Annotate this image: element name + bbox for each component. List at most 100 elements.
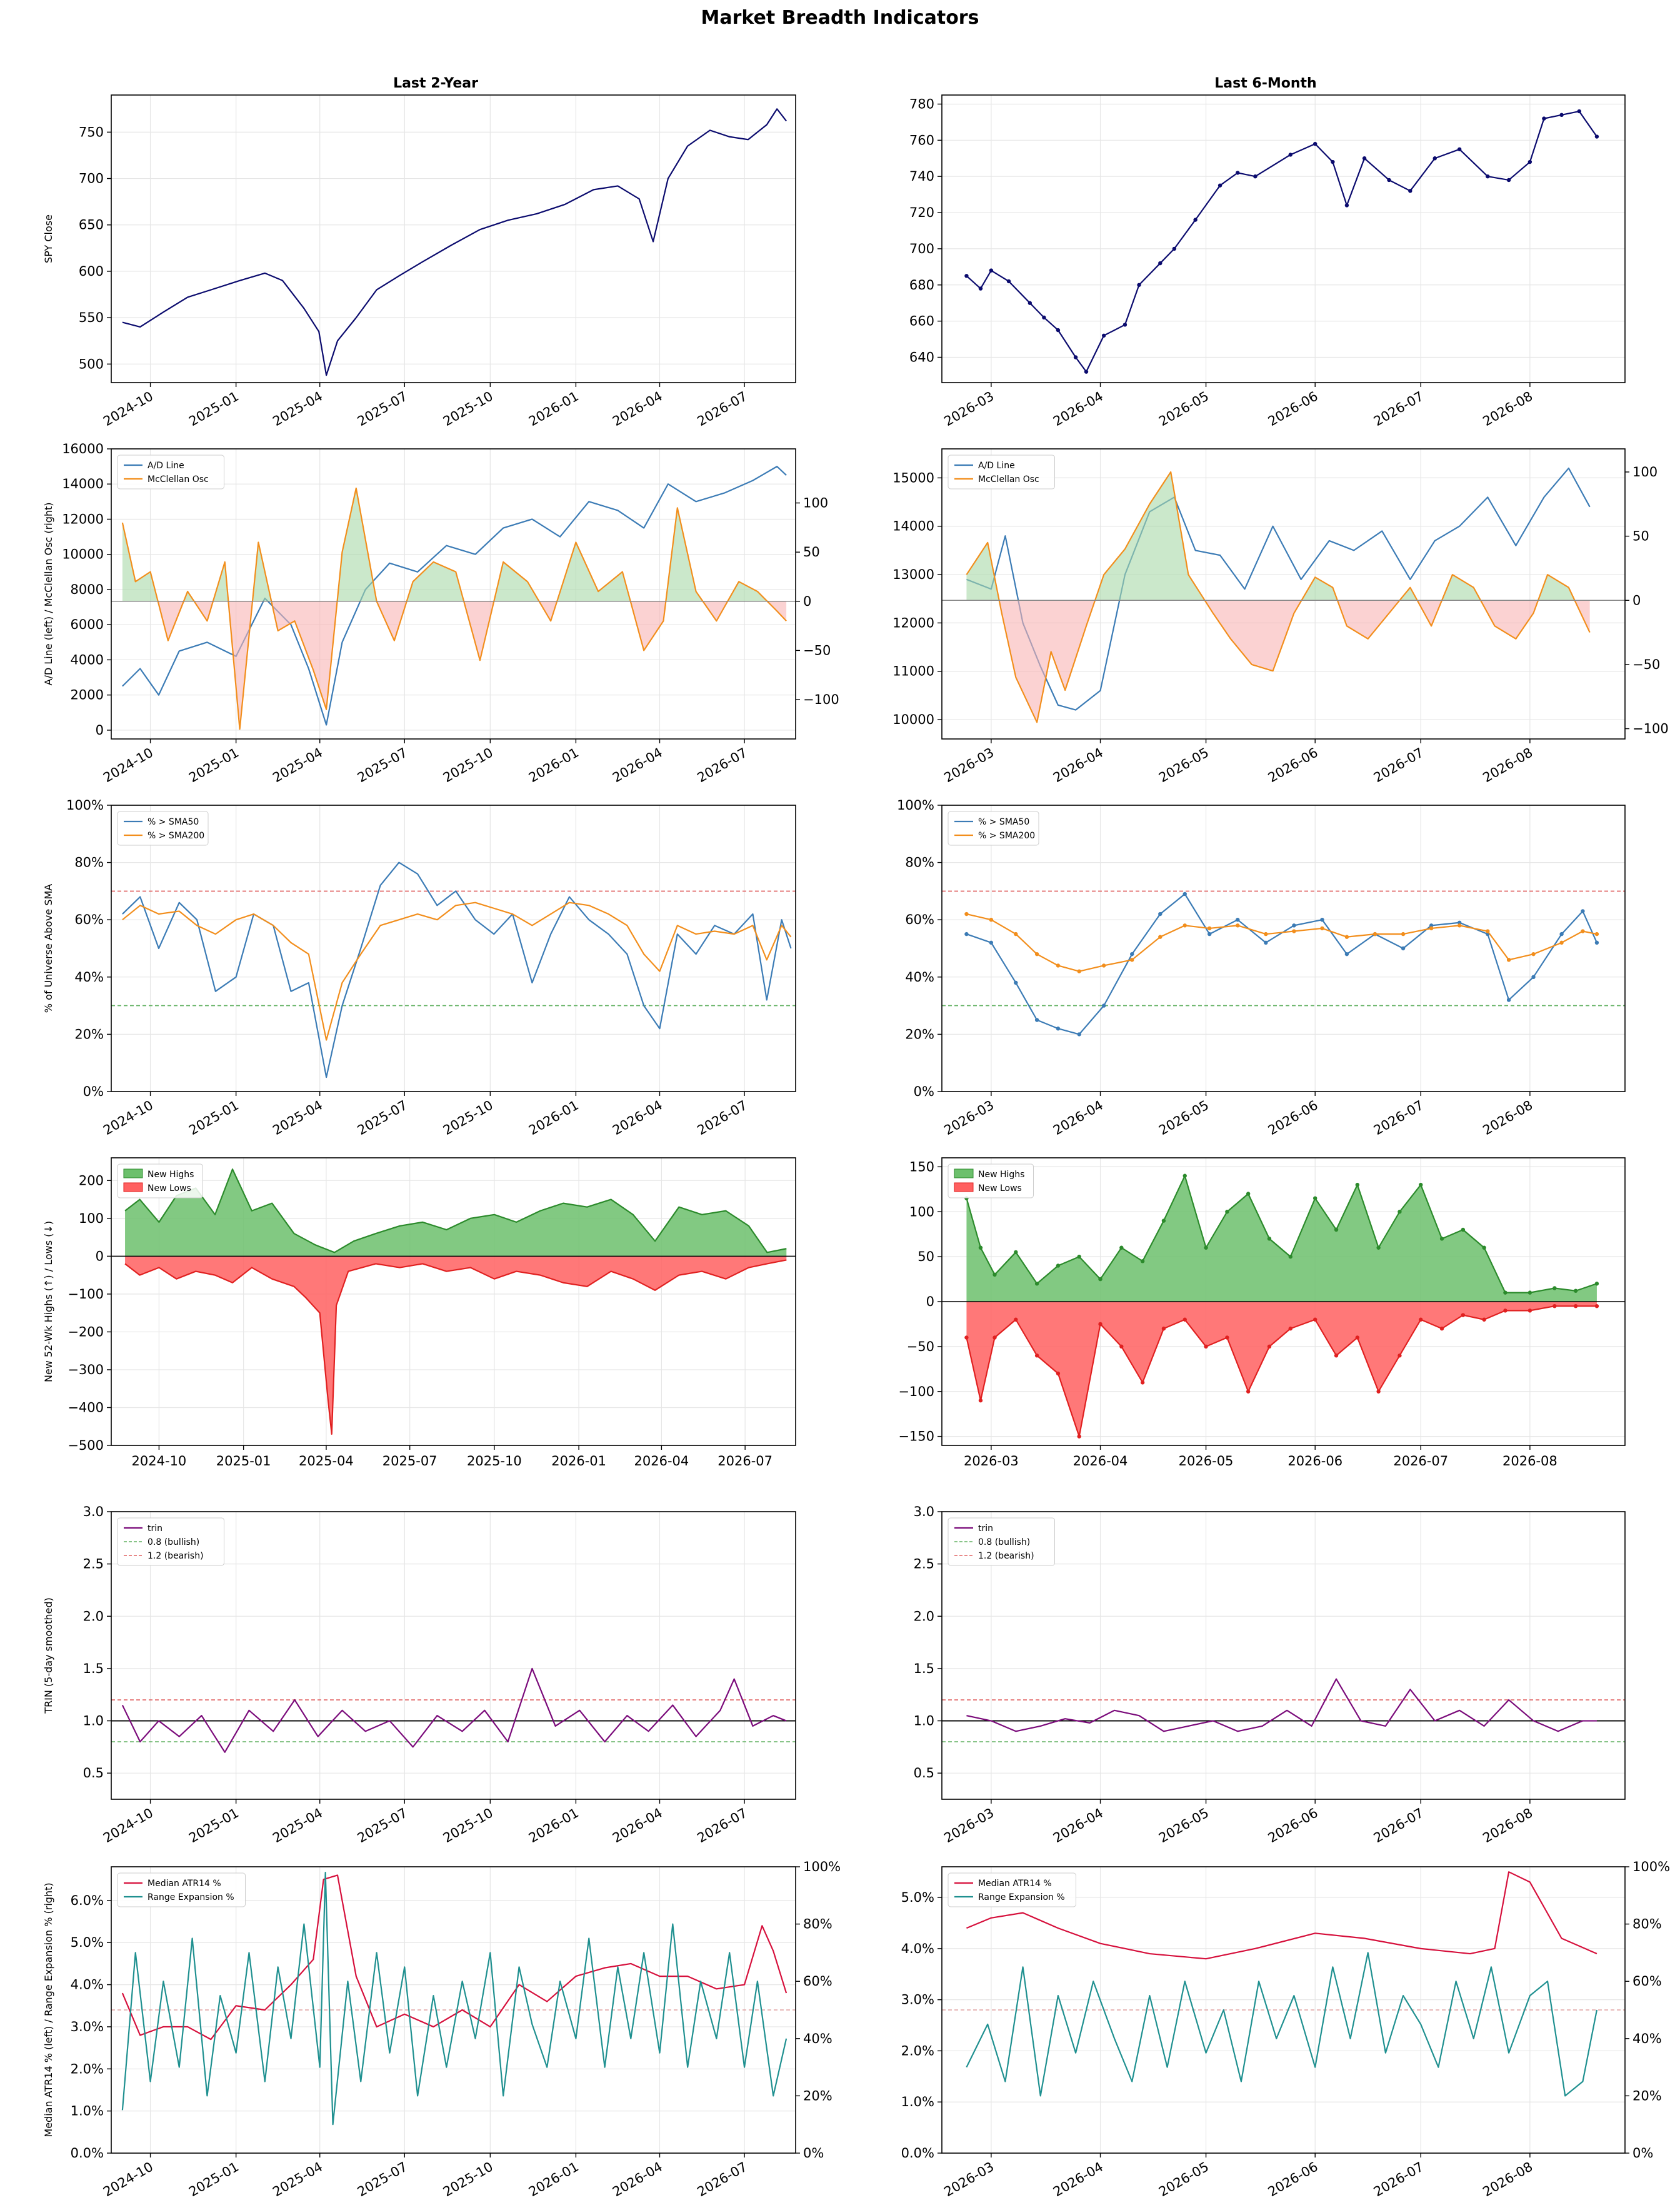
y-tick-label-3: 6000 [71,617,104,632]
data-point-new_highs-20 [1376,1245,1381,1250]
data-point-spy-8 [1084,369,1089,374]
y-tick-label-3: 3.0% [901,1992,934,2007]
legend: trin 0.8 (bullish) 1.2 (bearish) [948,1517,1055,1566]
x-tick-label-4: 2026-07 [1371,389,1426,429]
data-point-sma200-7 [1130,958,1134,962]
y2-tick-label-2: 0 [803,594,811,609]
legend-box [948,811,1039,846]
y2-tick-label-0: −100 [1632,721,1669,736]
panel-atr-6m: 0.0% 1.0% 2.0% 3.0% 4.0% 5.0% 0% 20% 40% 60% 80% 10… [901,1859,1670,2199]
x-tick-label-1: 2025-01 [186,389,241,429]
data-point-sma200-6 [1101,963,1106,968]
y-tick-label-7: 14000 [62,476,104,491]
panel-sma-6m: 0% 20% 40% 60% 80% 100% 2026-03 2026-04 2026-05 2… [897,798,1626,1138]
x-tick-label-1: 2025-01 [186,1806,241,1846]
legend-entry-1: Range Expansion % [978,1892,1065,1902]
legend: trin 0.8 (bullish) 1.2 (bearish) [117,1517,224,1566]
y2-tick-label-3: 60% [803,1974,832,1989]
data-point-sma200-24 [1581,929,1585,933]
y-tick-label-1: 2000 [71,688,104,703]
data-point-new_highs-10 [1161,1218,1166,1223]
data-point-spy-32 [1577,109,1581,114]
data-point-spy-25 [1432,156,1437,161]
y2-tick-label-3: 60% [1632,1974,1662,1989]
data-point-new_highs-26 [1503,1290,1508,1295]
data-point-spy-12 [1158,261,1162,266]
data-point-spy-19 [1313,141,1318,146]
x-tick-label-2: 2026-05 [1156,1806,1211,1846]
y-axis-label: TRIN (5-day smoothed) [42,1597,54,1714]
y-tick-label-5: 3.0 [83,1504,104,1519]
plot-area [111,466,796,730]
axes-frame [941,805,1626,1092]
x-tick-label-4: 2026-07 [1371,1806,1426,1846]
plot-area [942,1871,1625,2097]
y-axis-label: SPY Close [42,214,54,263]
x-tick-label-6: 2026-04 [610,1098,665,1138]
x-tick-label-4: 2026-07 [1371,2159,1426,2200]
x-tick-label-3: 2025-07 [355,2159,410,2200]
y-tick-label-2: 4000 [71,652,104,667]
data-point-new_highs-12 [1204,1245,1208,1250]
legend-entry-1: New Lows [148,1183,191,1193]
data-point-spy-10 [1122,323,1128,327]
x-tick-label-0: 2026-03 [941,1098,996,1138]
y2-tick-label-1: −50 [1632,657,1660,672]
data-point-sma50-18 [1429,923,1434,928]
data-point-spy-28 [1506,178,1511,183]
y-tick-label-2: −300 [68,1362,104,1377]
data-point-sma50-25 [1594,940,1599,945]
legend-entry-1: 0.8 (bullish) [148,1537,199,1547]
x-tick-label-3: 2025-07 [355,1098,410,1138]
series-line-range_exp [121,1872,788,2126]
data-point-spy-6 [1056,328,1061,333]
legend-entry-1: McClellan Osc [148,475,209,485]
data-point-new_lows-8 [1119,1344,1124,1349]
legend-box [948,1517,1055,1566]
series-line-new_lows [124,1259,787,1435]
x-tick-label-5: 2026-01 [526,1098,581,1138]
x-tick-label-0: 2026-03 [941,1806,996,1846]
legend-entry-0: A/D Line [978,461,1015,471]
axes-frame [941,94,1626,383]
y2-tick-label-0: 0% [1632,2146,1653,2161]
y-tick-label-6: 100 [79,1211,104,1226]
data-point-new_lows-7 [1098,1322,1102,1327]
x-tick-label-6: 2026-04 [610,745,665,786]
data-point-sma50-0 [964,932,969,937]
series-fill-new_highs [966,1175,1597,1302]
panel-ad-2y: 0 2000 4000 6000 8000 10000 12000 14000 16000 −10… [42,441,839,785]
data-point-new_highs-2 [992,1272,997,1277]
legend-entry-0: Median ATR14 % [978,1879,1052,1889]
data-point-new_lows-27 [1528,1308,1532,1313]
data-point-sma50-5 [1077,1032,1081,1037]
data-point-new_highs-4 [1034,1282,1039,1286]
axes-frame [941,1511,1626,1800]
legend-box [117,1517,224,1566]
data-point-new_highs-24 [1461,1227,1466,1232]
x-tick-label-2: 2025-04 [270,1806,325,1846]
y-tick-label-5: 100 [909,1204,934,1219]
legend-entry-2: 1.2 (bearish) [978,1551,1034,1561]
x-tick-label-5: 2026-08 [1502,1454,1558,1469]
y-tick-label-2: 40% [74,970,104,985]
y2-tick-label-3: 50 [803,545,820,560]
y-tick-label-0: 500 [79,356,104,371]
data-point-new_highs-16 [1288,1254,1292,1259]
data-point-spy-20 [1331,159,1335,164]
y-tick-label-4: 4.0% [901,1941,934,1956]
x-tick-label-0: 2026-03 [964,1454,1019,1469]
data-point-spy-16 [1236,171,1240,175]
data-point-new_highs-14 [1246,1192,1251,1196]
data-point-new_lows-0 [964,1335,969,1340]
data-point-new_highs-15 [1267,1237,1272,1241]
series-line-spy [122,108,787,376]
data-point-sma50-19 [1458,920,1462,925]
data-point-sma200-2 [1014,932,1018,937]
legend: Median ATR14 % Range Expansion % [948,1872,1076,1907]
y2-tick-label-4: 100 [1632,465,1658,480]
x-tick-label-3: 2025-07 [382,1454,438,1469]
y-tick-label-0: 0 [96,723,104,738]
axes-frame [111,94,796,383]
mcclellan-negative-fill [966,600,1590,723]
